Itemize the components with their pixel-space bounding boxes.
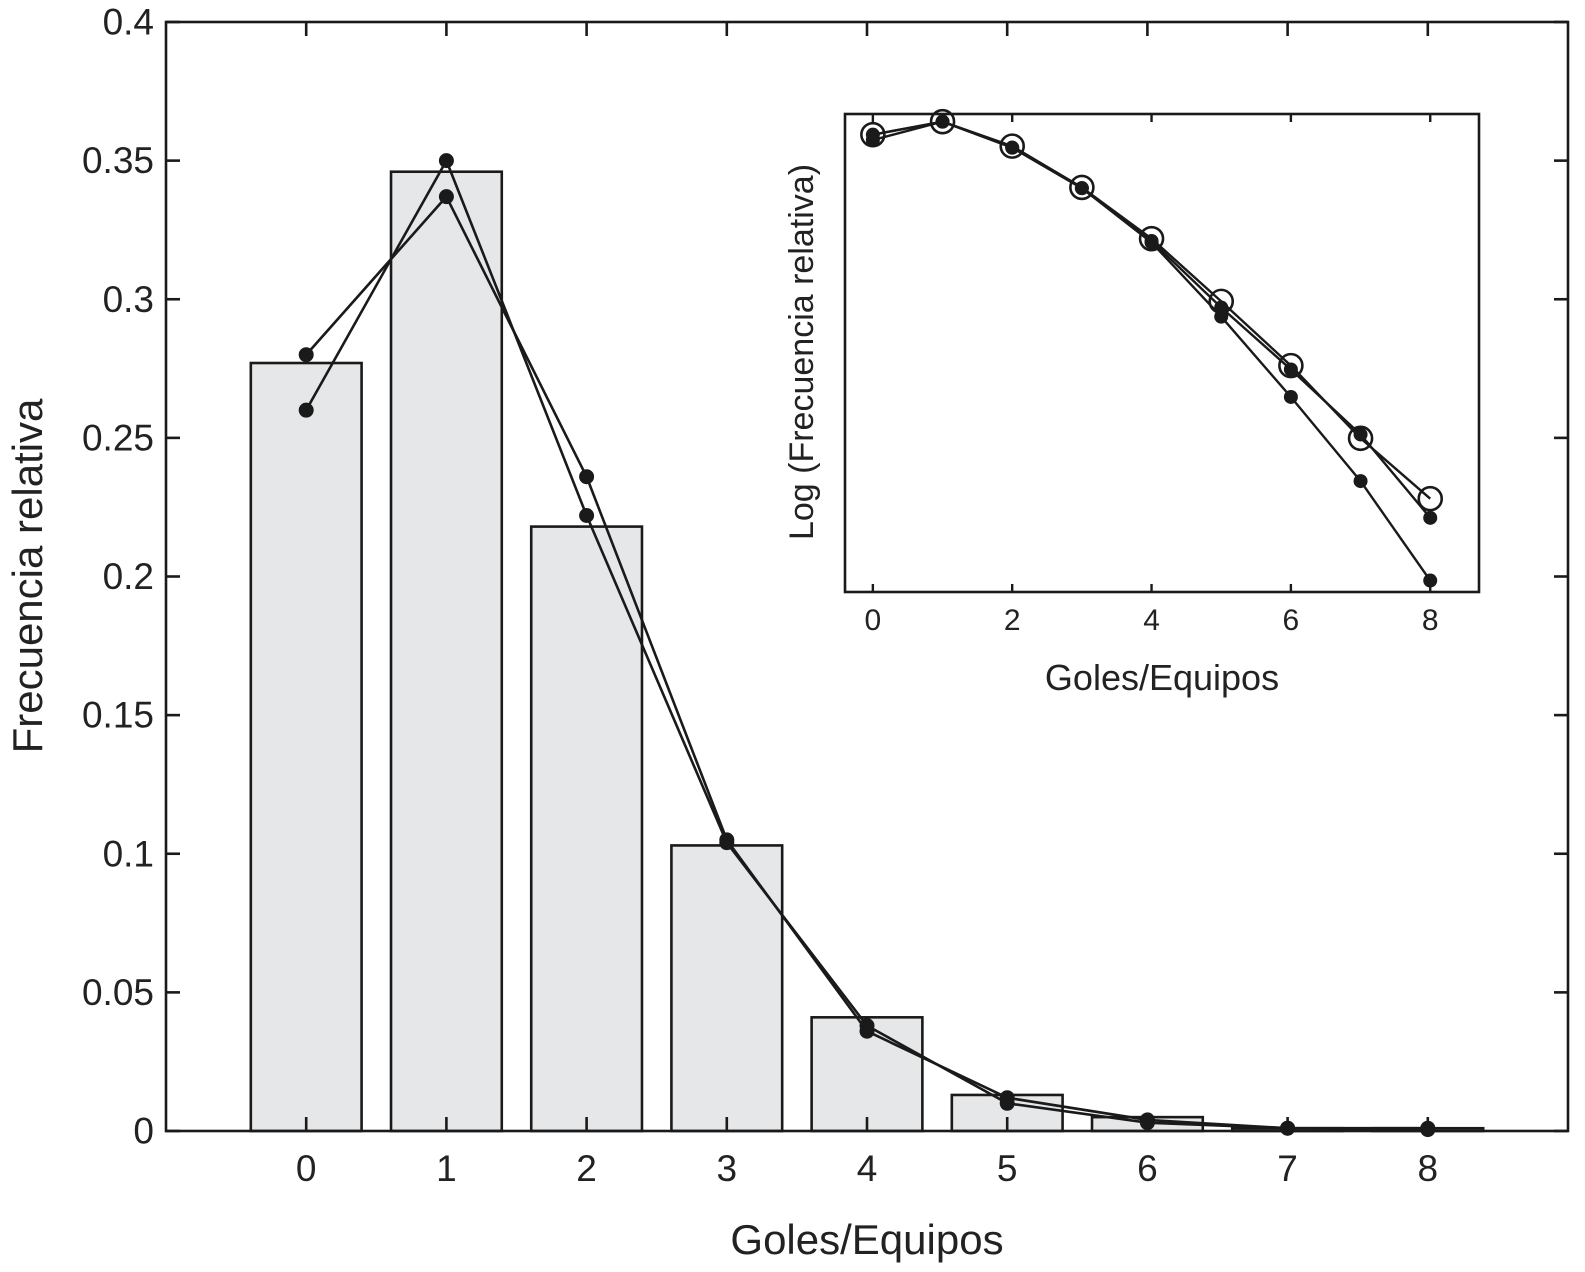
data-point bbox=[859, 1018, 875, 1034]
inset-data-point bbox=[1144, 235, 1159, 250]
y-tick-label: 0.25 bbox=[82, 417, 154, 458]
data-point bbox=[438, 189, 454, 205]
x-tick-label: 4 bbox=[857, 1148, 878, 1189]
inset-plot: 0 2 4 6 8 Goles/Equipos Log (Frecuencia relati… bbox=[783, 108, 1481, 698]
x-tick-label: 7 bbox=[1277, 1148, 1298, 1189]
y-axis-label: Frecuencia relativa bbox=[4, 398, 51, 753]
main-plot: 0 0.05 0.1 0.15 0.2 0.25 0.3 0.35 0.4 0 1 2 3 4 5 6 7 8 Go… bbox=[4, 2, 1570, 1263]
x-tick-label: 2 bbox=[576, 1148, 597, 1189]
x-tick-label: 1 bbox=[436, 1148, 457, 1189]
inset-x-tick-label: 6 bbox=[1283, 604, 1300, 637]
x-tick-label: 6 bbox=[1137, 1148, 1158, 1189]
inset-data-point bbox=[1347, 425, 1374, 452]
x-axis-label: Goles/Equipos bbox=[730, 1216, 1003, 1263]
y-tick-label: 0 bbox=[133, 1111, 154, 1152]
inset-x-axis-label: Goles/Equipos bbox=[1045, 657, 1279, 698]
x-tick-label: 8 bbox=[1418, 1148, 1439, 1189]
inset-y-axis-label: Log (Frecuencia relativa) bbox=[783, 164, 821, 540]
data-point bbox=[719, 835, 735, 851]
inset-x-tick-label: 2 bbox=[1004, 604, 1021, 637]
inset-data-point bbox=[1074, 181, 1089, 196]
inset-data-point bbox=[1069, 174, 1095, 201]
bar bbox=[249, 361, 363, 1133]
inset-x-tick-label: 0 bbox=[865, 604, 882, 637]
inset-data-point bbox=[929, 108, 956, 135]
inset-data-point bbox=[865, 133, 880, 148]
y-tick-label: 0.05 bbox=[82, 972, 154, 1013]
data-point bbox=[999, 1095, 1015, 1111]
inset-data-point bbox=[1214, 309, 1229, 324]
bar bbox=[529, 525, 644, 1133]
inset-data-point bbox=[1005, 140, 1020, 155]
y-tick-label: 0.2 bbox=[103, 556, 154, 597]
y-tick-label: 0.4 bbox=[103, 2, 154, 43]
inset-x-tick-label: 4 bbox=[1143, 604, 1160, 637]
inset-data-point bbox=[1353, 427, 1368, 442]
y-tick-label: 0.1 bbox=[103, 833, 154, 874]
x-tick-label: 0 bbox=[296, 1148, 317, 1189]
bar bbox=[670, 844, 784, 1133]
data-point bbox=[298, 347, 314, 363]
inset-frame bbox=[843, 112, 1481, 594]
inset-data-point bbox=[1417, 485, 1444, 512]
inset-data-point bbox=[935, 114, 950, 129]
data-point bbox=[298, 402, 314, 418]
y-tick-label: 0.35 bbox=[82, 140, 154, 181]
inset-data-point bbox=[999, 133, 1026, 159]
inset-data-point bbox=[1423, 510, 1438, 525]
data-point bbox=[438, 153, 454, 169]
inset-data-point bbox=[1283, 362, 1298, 377]
bar bbox=[389, 170, 504, 1133]
inset-x-tick-label: 8 bbox=[1422, 604, 1439, 637]
inset-data-point bbox=[1138, 225, 1165, 252]
inset-data-point bbox=[1353, 474, 1368, 489]
inset-data-point bbox=[1423, 573, 1438, 588]
data-point bbox=[579, 508, 595, 524]
data-point bbox=[579, 469, 595, 485]
x-tick-label: 5 bbox=[997, 1148, 1018, 1189]
inset-data-point bbox=[1278, 352, 1304, 379]
x-tick-label: 3 bbox=[717, 1148, 738, 1189]
inset-data-point bbox=[1283, 389, 1298, 404]
y-tick-label: 0.3 bbox=[103, 279, 154, 320]
y-tick-label: 0.15 bbox=[82, 695, 154, 736]
